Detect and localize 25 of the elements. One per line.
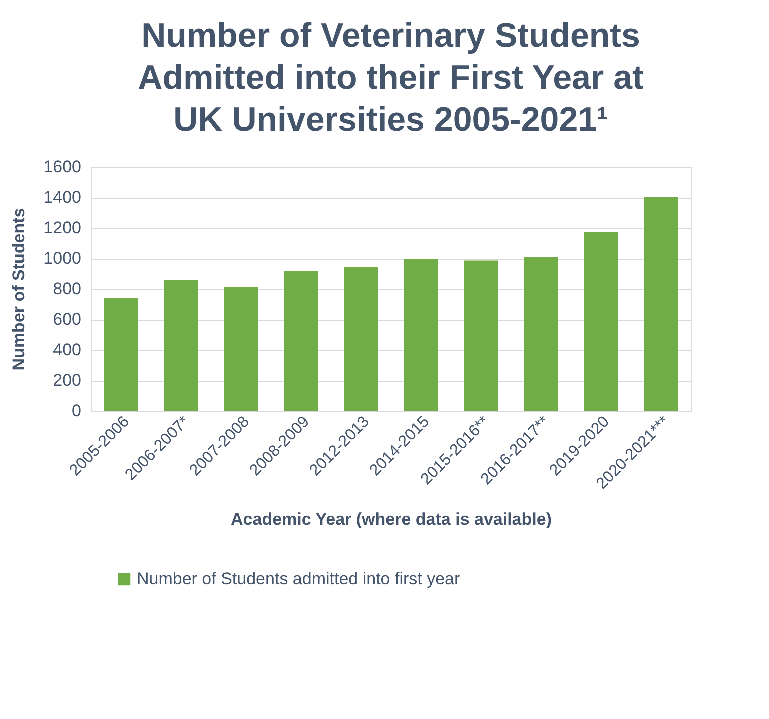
bar [584, 232, 618, 411]
y-tick-label: 0 [72, 402, 82, 420]
bar [344, 267, 378, 411]
y-tick-label: 400 [53, 340, 82, 360]
bar [644, 198, 678, 411]
y-tick-label: 1000 [44, 249, 82, 268]
bar [524, 257, 558, 411]
bar [404, 258, 438, 411]
text: Admitted into their First Year at [138, 59, 644, 97]
y-tick-label: 800 [53, 280, 82, 298]
y-axis-title: Number of Students [10, 208, 29, 371]
bar [284, 271, 318, 411]
y-tick-label: 1400 [44, 188, 82, 207]
y-tick-label: 200 [53, 371, 82, 390]
text: Number of Veterinary Students [142, 17, 640, 55]
text: UK Universities 2005-2021¹ [174, 101, 608, 139]
bar [464, 260, 498, 411]
y-tick-label: 1600 [44, 158, 82, 176]
legend-label: Number of Students admitted into first year [137, 570, 460, 588]
bar [164, 280, 198, 411]
y-tick-label: 600 [53, 310, 82, 329]
bar [104, 298, 138, 411]
y-tick-label: 1200 [44, 218, 82, 238]
bar [224, 287, 258, 411]
x-axis-title: Academic Year (where data is available) [231, 510, 552, 530]
